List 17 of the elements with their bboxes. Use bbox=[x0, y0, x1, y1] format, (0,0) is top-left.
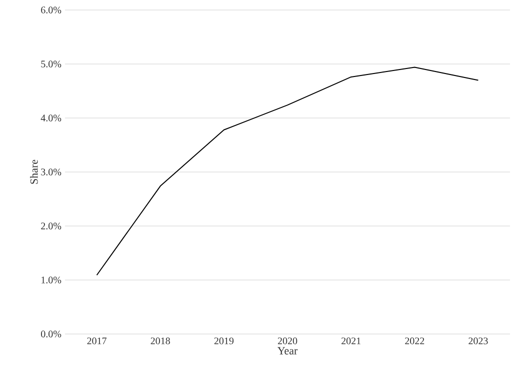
y-tick-label: 6.0% bbox=[41, 6, 62, 14]
x-tick-label: 2023 bbox=[468, 338, 488, 344]
y-tick-label: 1.0% bbox=[42, 276, 62, 284]
y-axis-title: Share bbox=[30, 160, 38, 184]
y-tick-label: 5.0% bbox=[41, 60, 62, 68]
y-tick-label: 4.0% bbox=[40, 114, 62, 122]
y-tick-label: 0.0% bbox=[41, 330, 62, 338]
y-tick-label: 2.0% bbox=[41, 222, 62, 230]
line-series bbox=[96, 66, 479, 276]
x-axis-title: Year bbox=[277, 347, 298, 354]
x-tick-label: 2021 bbox=[342, 338, 360, 344]
x-tick-label: 2019 bbox=[214, 338, 234, 344]
x-tick-label: 2022 bbox=[405, 338, 424, 344]
y-tick-label: 3.0% bbox=[41, 168, 62, 176]
x-tick-label: 2018 bbox=[150, 338, 170, 344]
x-tick-label: 2020 bbox=[278, 338, 298, 344]
x-tick-label: 2017 bbox=[87, 338, 107, 344]
